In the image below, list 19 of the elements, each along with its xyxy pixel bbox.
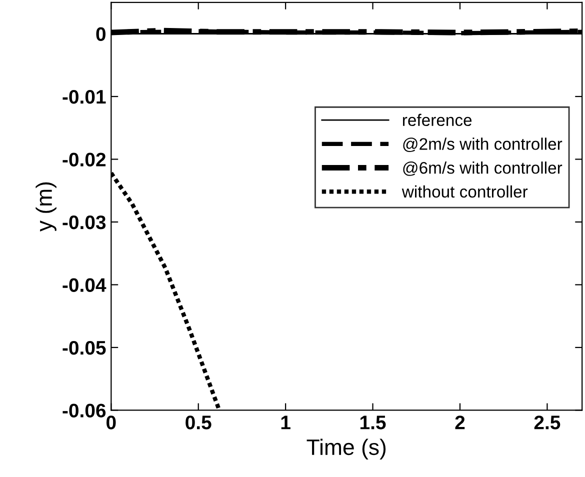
- x-tick-label: 1: [281, 416, 290, 430]
- y-tick-label: -0.04: [62, 278, 106, 292]
- y-tick-label: -0.02: [62, 152, 106, 166]
- x-tick-label: 2: [455, 416, 465, 430]
- legend-label: @2m/s with controller: [403, 138, 562, 152]
- x-tick-label: 2.5: [534, 416, 560, 430]
- y-tick-label: -0.01: [62, 90, 106, 104]
- legend-label: @6m/s with controller: [403, 162, 562, 176]
- x-tick-label: 0: [106, 416, 116, 430]
- legend-label: reference: [403, 114, 472, 126]
- y-tick-label: -0.06: [62, 404, 106, 418]
- y-tick-label: -0.05: [62, 340, 106, 355]
- y-tick-label: -0.03: [62, 215, 106, 230]
- x-tick-label: 1.5: [360, 416, 386, 430]
- x-tick-label: 0.5: [186, 416, 212, 430]
- y-axis-title: y (m): [36, 182, 56, 232]
- legend-label: without controller: [402, 185, 528, 198]
- x-axis-title: Time (s): [306, 438, 386, 460]
- y-tick-label: 0: [96, 27, 106, 41]
